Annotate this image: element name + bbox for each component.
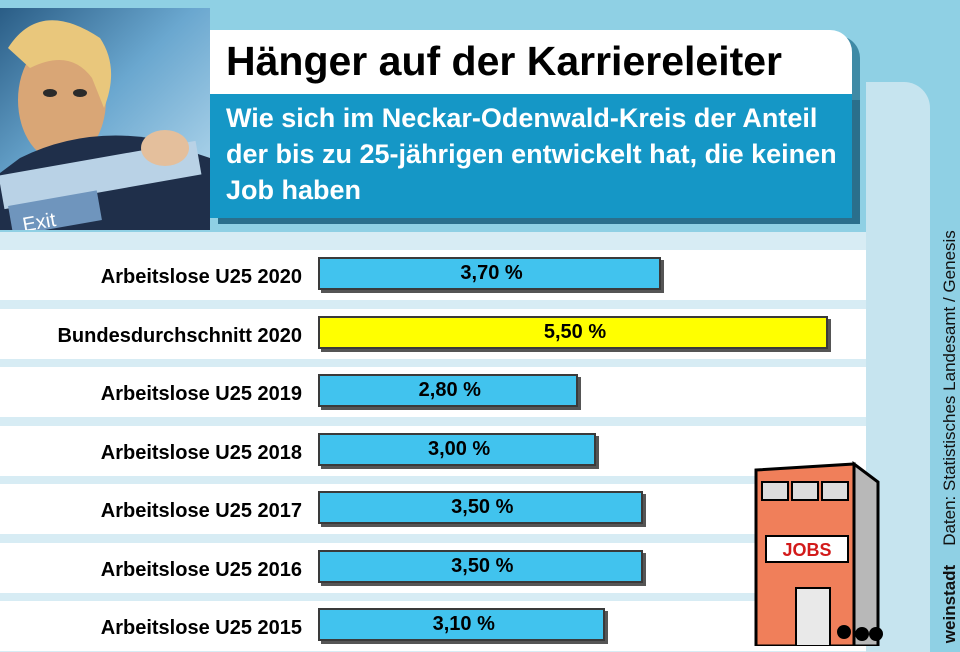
jobs-sign-text: JOBS — [782, 540, 831, 560]
photo-illustration: Exit — [0, 20, 210, 230]
subtitle-box: Wie sich im Neckar-Odenwald-Kreis der An… — [210, 94, 852, 218]
bar-value-label: 3,10 % — [432, 613, 495, 635]
bar-value-label: 3,00 % — [427, 437, 491, 460]
bar-value-label: 3,50 % — [451, 554, 514, 577]
bar — [318, 549, 643, 583]
bar — [318, 257, 662, 290]
category-label: Arbeitslose U25 2018 — [100, 441, 302, 464]
page-subtitle: Wie sich im Neckar-Odenwald-Kreis der An… — [226, 103, 837, 205]
photo-sign-text: Exit — [21, 209, 58, 230]
bar-value-label: 5,50 % — [543, 320, 607, 343]
data-source: Daten: Statistisches Landesamt / Genesis — [940, 230, 959, 546]
category-label: Bundesdurchschnitt 2020 — [57, 324, 302, 347]
category-label: Arbeitslose U25 2019 — [100, 383, 302, 405]
bar — [318, 491, 643, 524]
title-box: Hänger auf der Karriereleiter — [210, 30, 852, 94]
page-title: Hänger auf der Karriereleiter — [226, 38, 783, 84]
category-label: Arbeitslose U25 2016 — [100, 558, 302, 581]
bar — [318, 374, 578, 407]
jobs-building-illustration: JOBS — [754, 461, 883, 646]
category-label: Arbeitslose U25 2015 — [100, 617, 302, 639]
header-photo: Exit — [0, 8, 210, 230]
bar — [318, 315, 828, 349]
bar — [318, 432, 597, 466]
category-label: Arbeitslose U25 2017 — [100, 500, 302, 522]
bar-value-label: 3,70 % — [460, 262, 523, 284]
bar-value-label: 2,80 % — [418, 379, 481, 401]
category-label: Arbeitslose U25 2020 — [100, 266, 302, 288]
bar-value-label: 3,50 % — [451, 496, 514, 518]
credit-text: weinstadt — [940, 564, 959, 644]
